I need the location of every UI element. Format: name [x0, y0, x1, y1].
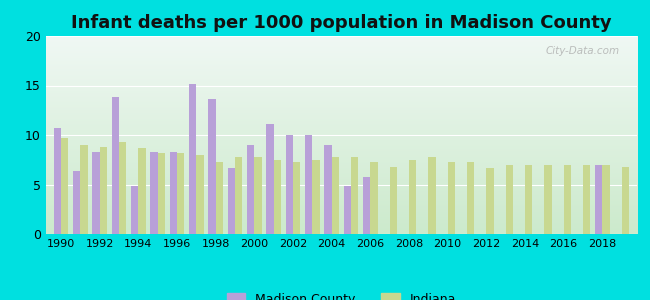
Bar: [61, 138, 68, 234]
Bar: [196, 155, 203, 234]
Bar: [324, 145, 332, 234]
Bar: [274, 160, 281, 234]
Bar: [99, 147, 107, 234]
Bar: [583, 165, 590, 234]
Bar: [602, 165, 610, 234]
Bar: [274, 160, 281, 234]
Bar: [486, 168, 493, 234]
Bar: [564, 165, 571, 234]
Bar: [73, 171, 81, 234]
Bar: [285, 135, 293, 234]
Bar: [409, 160, 416, 234]
Bar: [448, 162, 455, 234]
Bar: [99, 147, 107, 234]
Bar: [312, 160, 320, 234]
Bar: [170, 152, 177, 234]
Bar: [61, 138, 68, 234]
Bar: [621, 167, 629, 234]
Bar: [177, 153, 185, 234]
Bar: [131, 187, 138, 234]
Bar: [216, 162, 223, 234]
Bar: [266, 124, 274, 234]
Bar: [81, 145, 88, 234]
Bar: [595, 165, 602, 234]
Bar: [370, 162, 378, 234]
Bar: [53, 128, 61, 234]
Bar: [564, 165, 571, 234]
Bar: [170, 152, 177, 234]
Bar: [595, 165, 602, 234]
Bar: [81, 145, 88, 234]
Bar: [112, 98, 119, 234]
Bar: [177, 153, 185, 234]
Bar: [119, 142, 126, 234]
Bar: [227, 168, 235, 234]
Bar: [544, 165, 552, 234]
Bar: [293, 162, 300, 234]
Bar: [92, 152, 99, 234]
Bar: [216, 162, 223, 234]
Bar: [235, 157, 242, 234]
Bar: [293, 162, 300, 234]
Bar: [138, 148, 146, 234]
Bar: [363, 177, 370, 234]
Bar: [525, 165, 532, 234]
Bar: [544, 165, 552, 234]
Bar: [467, 162, 474, 234]
Bar: [324, 145, 332, 234]
Bar: [389, 167, 397, 234]
Bar: [506, 165, 513, 234]
Bar: [254, 157, 261, 234]
Bar: [332, 157, 339, 234]
Bar: [227, 168, 235, 234]
Bar: [235, 157, 242, 234]
Bar: [351, 157, 358, 234]
Bar: [363, 177, 370, 234]
Bar: [428, 157, 436, 234]
Bar: [525, 165, 532, 234]
Bar: [150, 152, 157, 234]
Bar: [602, 165, 610, 234]
Bar: [92, 152, 99, 234]
Bar: [285, 135, 293, 234]
Bar: [189, 83, 196, 234]
Bar: [119, 142, 126, 234]
Bar: [73, 171, 81, 234]
Bar: [583, 165, 590, 234]
Bar: [157, 153, 165, 234]
Bar: [189, 83, 196, 234]
Bar: [467, 162, 474, 234]
Bar: [112, 98, 119, 234]
Text: City-Data.com: City-Data.com: [545, 46, 619, 56]
Bar: [621, 167, 629, 234]
Bar: [428, 157, 436, 234]
Bar: [506, 165, 513, 234]
Bar: [208, 99, 216, 234]
Bar: [344, 187, 351, 234]
Title: Infant deaths per 1000 population in Madison County: Infant deaths per 1000 population in Mad…: [71, 14, 612, 32]
Bar: [196, 155, 203, 234]
Bar: [247, 145, 254, 234]
Bar: [150, 152, 157, 234]
Bar: [448, 162, 455, 234]
Bar: [131, 187, 138, 234]
Bar: [305, 135, 312, 234]
Bar: [254, 157, 261, 234]
Bar: [389, 167, 397, 234]
Bar: [370, 162, 378, 234]
Bar: [344, 187, 351, 234]
Bar: [351, 157, 358, 234]
Bar: [409, 160, 416, 234]
Bar: [157, 153, 165, 234]
Bar: [53, 128, 61, 234]
Bar: [332, 157, 339, 234]
Legend: Madison County, Indiana: Madison County, Indiana: [222, 288, 461, 300]
Bar: [138, 148, 146, 234]
Bar: [247, 145, 254, 234]
Bar: [208, 99, 216, 234]
Bar: [486, 168, 493, 234]
Bar: [266, 124, 274, 234]
Bar: [305, 135, 312, 234]
Bar: [312, 160, 320, 234]
